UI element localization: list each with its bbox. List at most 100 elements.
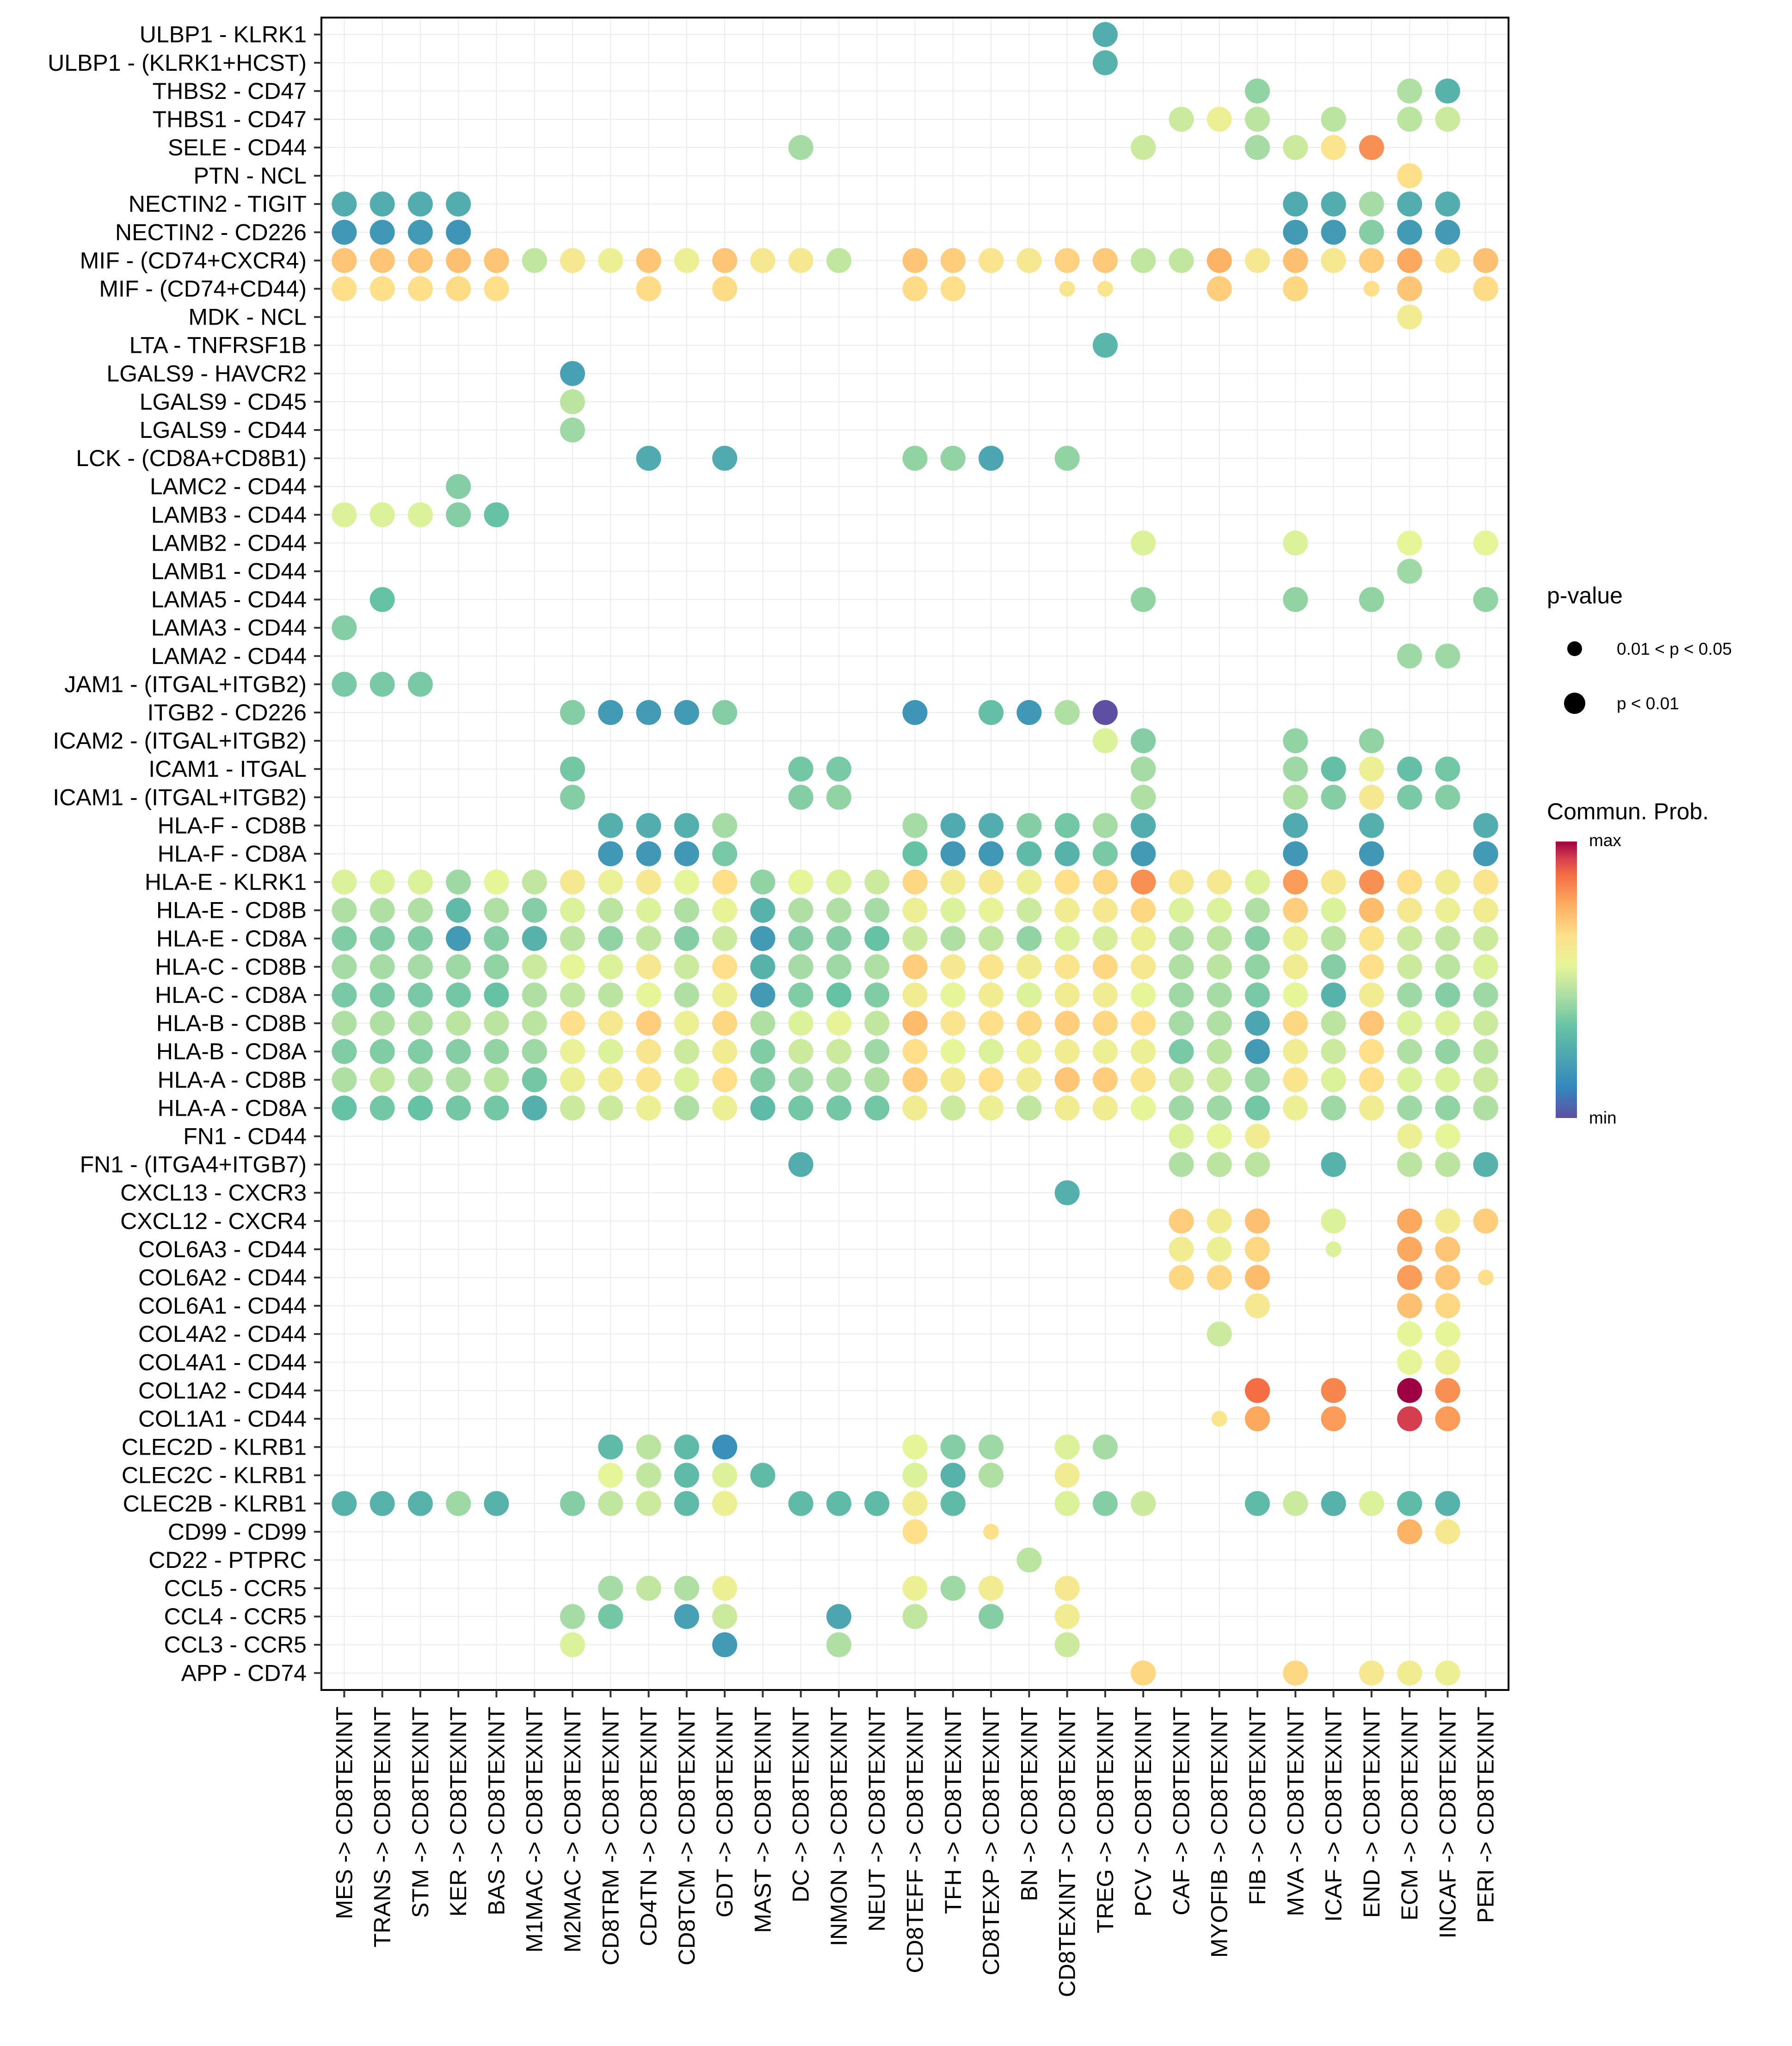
data-point xyxy=(1054,1039,1080,1064)
data-point xyxy=(1131,982,1156,1008)
data-point xyxy=(522,926,547,951)
y-tick-label: LAMB3 - CD44 xyxy=(151,502,307,528)
data-point xyxy=(826,926,851,951)
data-point xyxy=(598,926,623,951)
data-point xyxy=(979,954,1004,979)
data-point xyxy=(826,869,851,895)
data-point xyxy=(560,756,585,782)
data-point xyxy=(1397,1039,1423,1064)
data-point xyxy=(1016,897,1042,923)
data-point xyxy=(1283,1067,1308,1093)
data-point xyxy=(407,869,433,895)
data-point xyxy=(1359,135,1384,160)
data-point xyxy=(1283,191,1308,217)
data-point xyxy=(1092,841,1118,866)
data-point xyxy=(788,1067,813,1093)
data-point xyxy=(1054,813,1080,838)
data-point xyxy=(1092,248,1118,273)
data-point xyxy=(1244,869,1270,895)
data-point xyxy=(979,1604,1004,1629)
y-tick-label: LAMB1 - CD44 xyxy=(151,559,307,584)
data-point xyxy=(940,276,966,301)
data-point xyxy=(560,869,585,895)
y-tick-label: HLA-F - CD8B xyxy=(158,812,307,838)
data-point xyxy=(674,897,699,923)
data-point xyxy=(1054,926,1080,951)
data-point xyxy=(674,1434,699,1460)
x-tick-label: END -> CD8TEXINT xyxy=(1359,1707,1385,1918)
data-point xyxy=(1054,1095,1080,1121)
data-point xyxy=(1397,785,1423,810)
data-point xyxy=(560,1039,585,1064)
data-point xyxy=(1321,897,1346,923)
data-point xyxy=(1244,926,1270,951)
data-point xyxy=(940,897,966,923)
data-point xyxy=(940,446,966,471)
data-point xyxy=(674,869,699,895)
data-point xyxy=(484,248,509,273)
data-point xyxy=(407,191,433,217)
data-point xyxy=(1397,1378,1423,1403)
y-tick-label: HLA-B - CD8B xyxy=(156,1010,307,1036)
x-tick-label: KER -> CD8TEXINT xyxy=(445,1707,471,1917)
data-point xyxy=(407,248,433,273)
data-point xyxy=(979,1067,1004,1093)
y-tick-label: ULBP1 - (KLRK1+HCST) xyxy=(48,50,307,76)
data-point xyxy=(1131,248,1156,273)
data-point xyxy=(446,1067,471,1093)
data-point xyxy=(750,1011,776,1036)
data-point xyxy=(674,1095,699,1121)
data-point xyxy=(940,813,966,838)
data-point xyxy=(750,1039,776,1064)
data-point xyxy=(446,897,471,923)
data-point xyxy=(1397,1350,1423,1375)
data-point xyxy=(332,1095,357,1121)
data-point xyxy=(940,869,966,895)
data-point xyxy=(1283,1095,1308,1121)
y-tick-label: APP - CD74 xyxy=(181,1660,307,1686)
data-point xyxy=(1131,728,1156,754)
data-point xyxy=(1207,1067,1232,1093)
data-points xyxy=(332,22,1498,1686)
data-point xyxy=(826,785,851,810)
data-point xyxy=(636,1067,661,1093)
data-point xyxy=(560,1011,585,1036)
data-point xyxy=(1207,1095,1232,1121)
data-point xyxy=(712,926,738,951)
data-point xyxy=(826,1095,851,1121)
data-point xyxy=(636,446,661,471)
data-point xyxy=(1435,897,1460,923)
data-point xyxy=(1244,135,1270,160)
data-point xyxy=(1207,106,1232,132)
x-tick-label: MVA -> CD8TEXINT xyxy=(1282,1707,1308,1916)
data-point xyxy=(1131,897,1156,923)
data-point xyxy=(902,276,928,301)
data-point xyxy=(902,1011,928,1036)
data-point xyxy=(1283,785,1308,810)
data-point xyxy=(712,1576,738,1601)
data-point xyxy=(598,1095,623,1121)
data-point xyxy=(1169,1265,1194,1290)
data-point xyxy=(332,191,357,217)
data-point xyxy=(712,897,738,923)
x-tick-label: CAF -> CD8TEXINT xyxy=(1168,1707,1194,1915)
data-point xyxy=(1283,1011,1308,1036)
x-tick-label: ICAF -> CD8TEXINT xyxy=(1321,1707,1347,1922)
data-point xyxy=(1435,1321,1460,1347)
data-point xyxy=(979,841,1004,866)
data-point xyxy=(1169,1095,1194,1121)
data-point xyxy=(369,954,395,979)
data-point xyxy=(788,869,813,895)
data-point xyxy=(1054,1011,1080,1036)
data-point xyxy=(979,1095,1004,1121)
data-point xyxy=(1359,1039,1384,1064)
data-point xyxy=(598,1604,623,1629)
data-point xyxy=(598,1462,623,1488)
data-point xyxy=(750,1067,776,1093)
data-point xyxy=(712,1011,738,1036)
data-point xyxy=(902,869,928,895)
data-point xyxy=(1283,587,1308,612)
data-point xyxy=(1397,1124,1423,1149)
data-point xyxy=(1473,530,1498,556)
data-point xyxy=(636,869,661,895)
